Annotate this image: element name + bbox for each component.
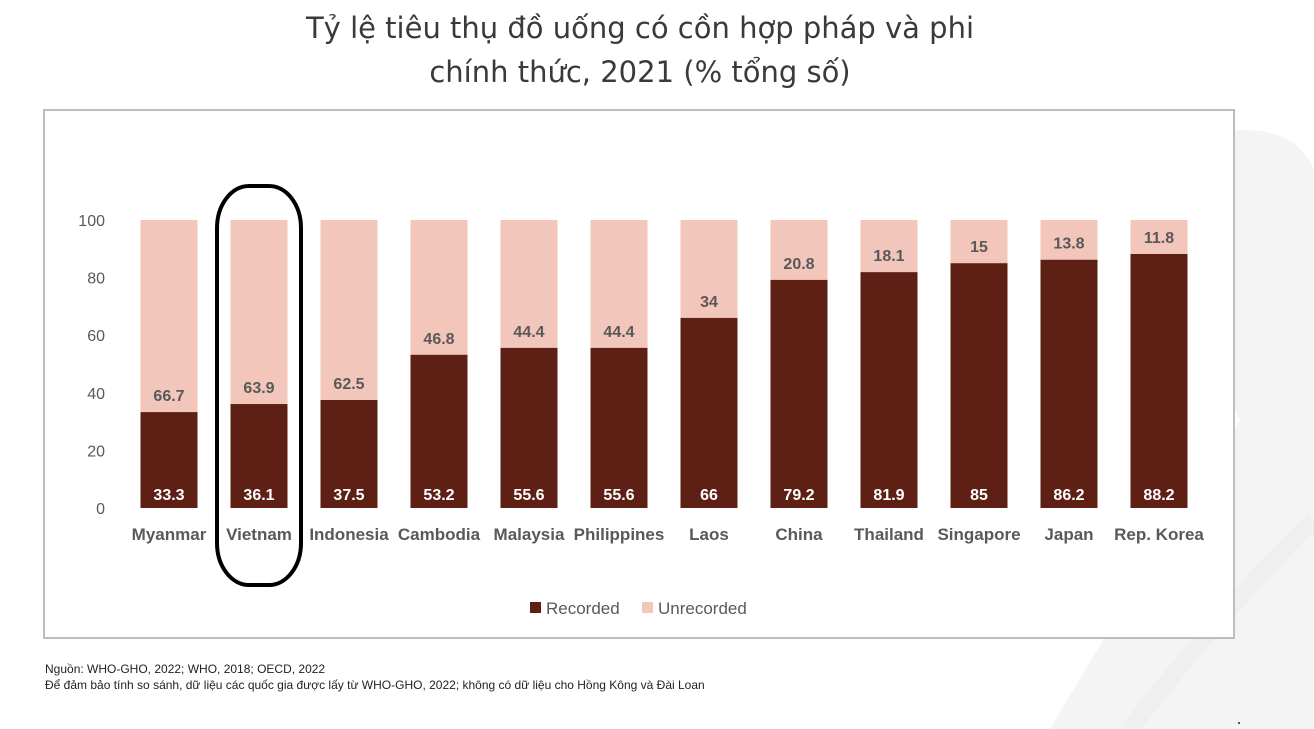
stacked-bar-chart: 0 20 40 60 80 100 33.3 66.7 36.1 63.9 37.5 62.5 53.…	[78, 184, 1205, 618]
x-tick-label: Laos	[689, 525, 729, 544]
data-label-unrecorded: 11.8	[1144, 230, 1174, 247]
footnotes: Nguồn: WHO-GHO, 2022; WHO, 2018; OECD, 2…	[45, 661, 705, 693]
y-tick-label: 0	[96, 501, 105, 518]
data-label-recorded: 33.3	[153, 487, 184, 504]
x-tick-label: Singapore	[937, 525, 1020, 544]
x-tick-label: Malaysia	[494, 525, 565, 544]
chart-title-line-2: chính thức, 2021 (% tổng số)	[429, 55, 851, 89]
y-tick-label: 60	[87, 328, 105, 345]
data-label-recorded: 53.2	[423, 487, 454, 504]
data-label-recorded: 36.1	[243, 487, 274, 504]
bar-unrecorded	[410, 220, 468, 355]
bar-unrecorded	[680, 220, 738, 318]
bar-recorded	[860, 272, 918, 508]
x-tick-label: Vietnam	[226, 525, 292, 544]
legend-label: Unrecorded	[658, 599, 747, 618]
data-label-unrecorded: 15	[970, 239, 988, 256]
bar-recorded	[590, 347, 648, 508]
bar-unrecorded	[770, 220, 828, 280]
data-label-unrecorded: 44.4	[513, 324, 544, 341]
bar-groups: 33.3 66.7 36.1 63.9 37.5 62.5 53.2 46.8 55.6 44.4…	[140, 220, 1188, 508]
data-label-unrecorded: 13.8	[1053, 236, 1084, 253]
bar-unrecorded	[1040, 220, 1098, 260]
legend: Recorded Unrecorded	[530, 599, 747, 618]
bar-recorded	[230, 404, 288, 508]
bar-recorded	[140, 412, 198, 508]
data-label-unrecorded: 34	[700, 294, 718, 311]
y-tick-label: 80	[87, 271, 105, 288]
data-label-unrecorded: 66.7	[153, 388, 184, 405]
data-label-recorded: 37.5	[333, 487, 364, 504]
data-label-recorded: 86.2	[1053, 487, 1084, 504]
x-tick-label: Cambodia	[398, 525, 481, 544]
x-tick-label: Philippines	[574, 525, 665, 544]
chart-title-line-1: Tỷ lệ tiêu thụ đồ uống có cồn hợp pháp v…	[305, 11, 975, 45]
x-tick-label: Japan	[1044, 525, 1093, 544]
x-tick-label: Myanmar	[132, 525, 207, 544]
bar-unrecorded	[860, 220, 918, 273]
x-tick-label: Rep. Korea	[1114, 525, 1204, 544]
data-label-recorded: 55.6	[603, 487, 634, 504]
y-tick-label: 20	[87, 443, 105, 460]
data-label-unrecorded: 18.1	[873, 248, 904, 265]
legend-swatch	[530, 602, 541, 613]
legend-label: Recorded	[546, 599, 620, 618]
corner-dot	[1238, 722, 1240, 724]
data-label-unrecorded: 46.8	[423, 331, 454, 348]
bar-unrecorded	[320, 220, 378, 400]
data-label-recorded: 55.6	[513, 487, 544, 504]
data-label-recorded: 81.9	[873, 487, 904, 504]
bar-unrecorded	[230, 220, 288, 405]
bar-recorded	[320, 400, 378, 508]
bar-unrecorded	[140, 220, 198, 413]
data-label-unrecorded: 20.8	[783, 256, 814, 273]
highlight-ring	[215, 184, 303, 587]
legend-swatch	[642, 602, 653, 613]
bar-recorded	[1130, 253, 1188, 508]
highlight-group	[215, 184, 303, 587]
bar-unrecorded	[950, 220, 1008, 264]
comparability-note: Để đảm bảo tính so sánh, dữ liệu các quố…	[45, 678, 705, 692]
data-label-unrecorded: 44.4	[603, 324, 634, 341]
bar-recorded	[410, 354, 468, 508]
bar-unrecorded	[500, 220, 558, 348]
bar-unrecorded	[590, 220, 648, 348]
data-label-recorded: 79.2	[783, 487, 814, 504]
bar-recorded	[500, 347, 558, 508]
x-tick-label: China	[775, 525, 823, 544]
y-axis-labels: 0 20 40 60 80 100	[78, 213, 105, 518]
x-tick-label: Indonesia	[309, 525, 389, 544]
chart-title: Tỷ lệ tiêu thụ đồ uống có cồn hợp pháp v…	[200, 6, 1080, 94]
data-label-unrecorded: 63.9	[243, 380, 274, 397]
bar-recorded	[1040, 259, 1098, 508]
data-label-recorded: 88.2	[1143, 487, 1174, 504]
x-tick-label: Thailand	[854, 525, 924, 544]
bar-recorded	[950, 263, 1008, 508]
bar-recorded	[770, 279, 828, 508]
x-axis-labels: Myanmar Vietnam Indonesia Cambodia Malaysia P…	[132, 525, 1205, 544]
source-note: Nguồn: WHO-GHO, 2022; WHO, 2018; OECD, 2…	[45, 662, 326, 676]
bar-recorded	[680, 317, 738, 508]
data-label-unrecorded: 62.5	[333, 376, 364, 393]
y-tick-label: 100	[78, 213, 105, 230]
data-label-recorded: 85	[970, 487, 988, 504]
bar-unrecorded	[1130, 220, 1188, 254]
data-label-recorded: 66	[700, 487, 718, 504]
y-tick-label: 40	[87, 386, 105, 403]
